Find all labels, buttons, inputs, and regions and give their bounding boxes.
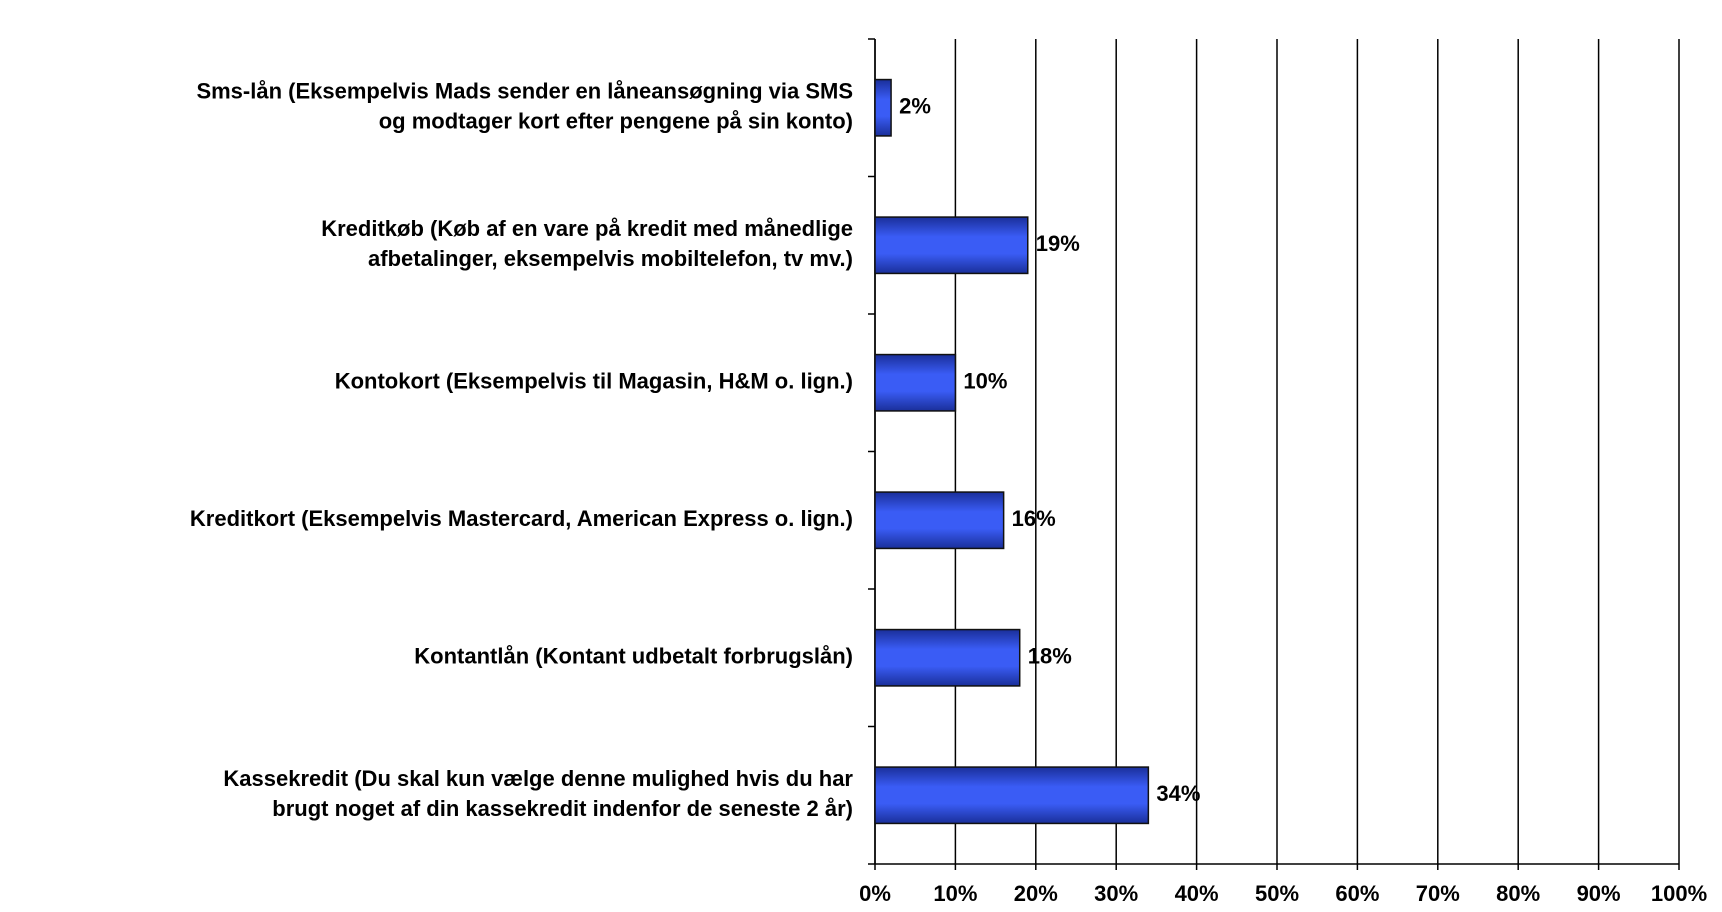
data-label: 10% (963, 369, 1007, 394)
x-tick-label: 90% (1577, 881, 1621, 906)
data-label: 2% (899, 94, 931, 119)
bar (874, 628, 1021, 687)
category-label: Kreditkøb (Køb af en vare på kredit med … (321, 216, 853, 241)
bar (874, 491, 1005, 550)
data-label: 16% (1012, 506, 1056, 531)
x-tick-label: 30% (1094, 881, 1138, 906)
category-label: Sms-lån (Eksempelvis Mads sender en låne… (196, 79, 853, 104)
category-label: Kreditkort (Eksempelvis Mastercard, Amer… (190, 506, 853, 531)
category-label: Kontokort (Eksempelvis til Magasin, H&M … (335, 369, 853, 394)
x-tick-label: 80% (1496, 881, 1540, 906)
bar (874, 78, 892, 137)
bar (874, 766, 1150, 825)
x-tick-label: 20% (1014, 881, 1058, 906)
bar (874, 216, 1029, 275)
x-tick-label: 40% (1175, 881, 1219, 906)
category-label: Kassekredit (Du skal kun vælge denne mul… (223, 766, 853, 791)
x-tick-label: 10% (933, 881, 977, 906)
data-label: 18% (1028, 644, 1072, 669)
bar (874, 353, 957, 412)
category-label: og modtager kort efter pengene på sin ko… (379, 109, 853, 134)
category-label: afbetalinger, eksempelvis mobiltelefon, … (368, 246, 853, 271)
data-label: 34% (1156, 781, 1200, 806)
x-tick-label: 70% (1416, 881, 1460, 906)
x-tick-label: 0% (859, 881, 891, 906)
category-label: brugt noget af din kassekredit indenfor … (272, 796, 853, 821)
x-tick-label: 50% (1255, 881, 1299, 906)
category-label: Kontantlån (Kontant udbetalt forbrugslån… (414, 644, 853, 669)
x-tick-label: 100% (1651, 881, 1707, 906)
x-tick-label: 60% (1335, 881, 1379, 906)
data-label: 19% (1036, 231, 1080, 256)
